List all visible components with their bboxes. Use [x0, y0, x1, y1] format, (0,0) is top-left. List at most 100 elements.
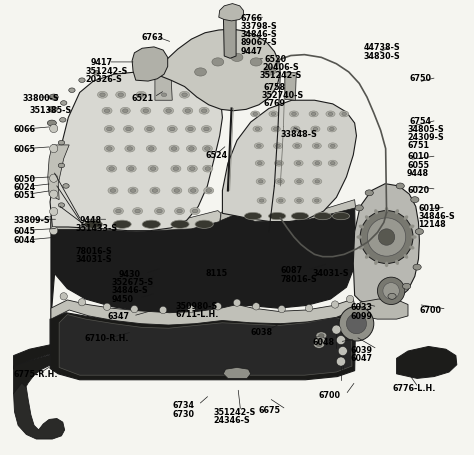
- Ellipse shape: [231, 54, 243, 62]
- Ellipse shape: [313, 128, 318, 131]
- Text: 6711-L.H.: 6711-L.H.: [175, 309, 219, 318]
- Text: 6020: 6020: [407, 185, 429, 194]
- Ellipse shape: [159, 92, 169, 99]
- Text: 34846-S: 34846-S: [419, 212, 455, 221]
- Ellipse shape: [126, 166, 136, 173]
- Ellipse shape: [395, 210, 399, 215]
- Polygon shape: [50, 211, 221, 232]
- Circle shape: [278, 306, 285, 313]
- Polygon shape: [222, 101, 356, 222]
- Circle shape: [50, 175, 58, 183]
- Ellipse shape: [294, 198, 303, 204]
- Ellipse shape: [143, 110, 148, 113]
- Text: 9450: 9450: [111, 294, 134, 303]
- Ellipse shape: [201, 110, 207, 113]
- Ellipse shape: [148, 166, 158, 173]
- Text: 6065: 6065: [14, 145, 36, 154]
- Ellipse shape: [47, 121, 56, 127]
- Ellipse shape: [365, 254, 370, 259]
- Ellipse shape: [201, 126, 211, 133]
- Ellipse shape: [100, 94, 105, 97]
- Ellipse shape: [113, 208, 123, 215]
- Text: 20326-S: 20326-S: [86, 75, 122, 84]
- Ellipse shape: [195, 69, 207, 77]
- Text: 6758: 6758: [264, 83, 285, 92]
- Text: 6730: 6730: [172, 409, 194, 418]
- Ellipse shape: [204, 128, 209, 131]
- Ellipse shape: [187, 166, 197, 173]
- Ellipse shape: [291, 213, 309, 220]
- Ellipse shape: [195, 221, 213, 229]
- Ellipse shape: [297, 200, 301, 203]
- Ellipse shape: [255, 128, 260, 131]
- Text: 6099: 6099: [350, 311, 372, 320]
- Ellipse shape: [328, 113, 333, 116]
- Ellipse shape: [120, 108, 130, 115]
- Ellipse shape: [108, 188, 118, 195]
- Ellipse shape: [330, 145, 335, 148]
- Ellipse shape: [126, 128, 131, 131]
- Text: 6700: 6700: [419, 305, 441, 314]
- Ellipse shape: [316, 332, 327, 339]
- Text: 9448: 9448: [407, 168, 429, 177]
- Ellipse shape: [107, 147, 112, 151]
- Ellipse shape: [116, 210, 121, 213]
- Circle shape: [377, 278, 405, 305]
- Ellipse shape: [313, 179, 322, 185]
- Ellipse shape: [264, 68, 276, 76]
- Circle shape: [337, 357, 346, 366]
- Text: 12148: 12148: [419, 220, 446, 229]
- Ellipse shape: [150, 167, 156, 171]
- Ellipse shape: [147, 128, 152, 131]
- Ellipse shape: [403, 216, 408, 221]
- Ellipse shape: [257, 198, 266, 204]
- Ellipse shape: [116, 92, 126, 99]
- Text: 6347: 6347: [107, 312, 129, 321]
- Ellipse shape: [180, 92, 190, 99]
- Polygon shape: [14, 345, 51, 369]
- Polygon shape: [14, 383, 64, 439]
- Ellipse shape: [255, 161, 264, 167]
- Ellipse shape: [191, 189, 196, 193]
- Polygon shape: [132, 48, 168, 82]
- Ellipse shape: [150, 188, 160, 195]
- Ellipse shape: [104, 146, 114, 153]
- Ellipse shape: [199, 108, 209, 115]
- Ellipse shape: [411, 197, 419, 203]
- Ellipse shape: [411, 236, 417, 239]
- Circle shape: [50, 145, 58, 153]
- Ellipse shape: [152, 189, 158, 193]
- Circle shape: [78, 299, 86, 306]
- Ellipse shape: [312, 198, 321, 204]
- Polygon shape: [285, 73, 296, 101]
- Ellipse shape: [133, 208, 143, 215]
- Ellipse shape: [188, 188, 198, 195]
- Text: 9448: 9448: [80, 215, 102, 224]
- Ellipse shape: [257, 162, 262, 166]
- Ellipse shape: [177, 210, 182, 213]
- Ellipse shape: [365, 216, 370, 221]
- Text: 6754: 6754: [410, 116, 431, 126]
- Text: 6050: 6050: [14, 174, 36, 183]
- Ellipse shape: [356, 236, 362, 239]
- Text: 24346-S: 24346-S: [213, 415, 250, 424]
- Ellipse shape: [409, 225, 414, 229]
- Circle shape: [159, 307, 167, 314]
- Text: 351242-S: 351242-S: [213, 407, 255, 416]
- Ellipse shape: [155, 208, 164, 215]
- Text: 44738-S: 44738-S: [364, 43, 401, 52]
- Text: 6521: 6521: [131, 93, 153, 102]
- Ellipse shape: [329, 128, 334, 131]
- Circle shape: [233, 299, 241, 307]
- Text: 6066: 6066: [14, 125, 36, 134]
- Polygon shape: [360, 299, 408, 319]
- Text: 34846-S: 34846-S: [241, 30, 277, 39]
- Circle shape: [131, 306, 138, 313]
- Ellipse shape: [385, 262, 388, 268]
- Ellipse shape: [174, 208, 184, 215]
- Ellipse shape: [315, 162, 319, 166]
- Text: 6051: 6051: [14, 190, 36, 199]
- Circle shape: [346, 314, 366, 334]
- Ellipse shape: [276, 198, 285, 204]
- Ellipse shape: [171, 147, 177, 151]
